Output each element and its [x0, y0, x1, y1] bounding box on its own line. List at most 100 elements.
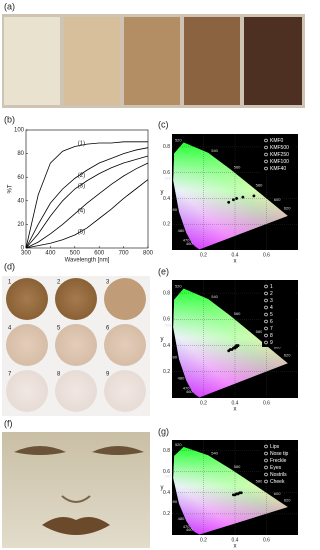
y-tick-label: 0.8 [163, 144, 170, 150]
line [25, 179, 149, 249]
sample-strip [4, 17, 60, 105]
legend-marker [264, 152, 268, 157]
wavelength-label: 580 [256, 182, 263, 187]
curve-label: (5) [78, 230, 85, 236]
line [25, 162, 149, 249]
panel-label: (g) [158, 426, 169, 436]
sample-number: 3 [106, 280, 110, 286]
sample-number: 8 [57, 372, 61, 378]
legend-marker [264, 479, 268, 484]
x-tick-label: 0.2 [200, 537, 207, 543]
sample-number: 5 [57, 326, 61, 332]
gamut-shade [173, 142, 288, 250]
point [227, 200, 231, 204]
eye [14, 446, 66, 455]
sample-disc [6, 278, 48, 320]
y-axis-label: y [161, 190, 164, 196]
wavelength-label: 460 [186, 527, 193, 532]
legend-label: KMF500 [270, 145, 289, 151]
wavelength-label: 600 [274, 491, 281, 496]
legend-label: 8 [270, 333, 273, 339]
sample-strip [124, 17, 180, 105]
wavelength-label: 520 [175, 284, 182, 289]
legend-marker [264, 298, 268, 303]
legend-marker [264, 312, 268, 317]
panel-label: (e) [158, 266, 169, 276]
wavelength-label: 500 [165, 323, 172, 328]
legend-marker [264, 465, 268, 470]
wavelength-label: 540 [211, 148, 218, 153]
sample-number: 4 [8, 326, 12, 332]
sample-number: 2 [57, 280, 61, 286]
legend-label: Cheek [270, 479, 285, 485]
sample-disc [6, 324, 48, 366]
sample-number: 7 [8, 372, 12, 378]
legend-label: KMF0 [270, 138, 284, 144]
y-tick-label: 100 [14, 128, 25, 134]
wavelength-label: 480 [178, 516, 185, 521]
legend-label: Nose tip [270, 451, 289, 457]
legend-label: KMF40 [270, 166, 286, 172]
sample-disc [6, 370, 48, 412]
wavelength-label: 490 [170, 499, 177, 504]
wavelength-label: 480 [178, 376, 185, 381]
legend-marker [264, 138, 268, 143]
legend-label: 7 [270, 326, 273, 332]
x-axis-label: x [234, 407, 237, 413]
x-tick-label: 300 [21, 251, 32, 257]
legend-label: Lips [270, 444, 280, 450]
x-tick-label: 0.2 [200, 252, 207, 258]
y-tick-label: 0.4 [163, 490, 170, 496]
y-tick-label: 0.6 [163, 317, 170, 323]
wavelength-label: 460 [186, 241, 193, 246]
legend-label: 5 [270, 312, 273, 318]
legend-marker [264, 305, 268, 310]
x-tick-label: 0.4 [232, 252, 239, 258]
y-tick-label: 0.6 [163, 170, 170, 176]
y-tick-label: 0.2 [163, 222, 170, 228]
x-tick-label: 0.6 [263, 400, 270, 406]
lips [42, 516, 110, 535]
line [25, 141, 148, 249]
sample-disc [104, 370, 146, 412]
curve-label: (1) [78, 141, 85, 147]
wavelength-label: 580 [256, 479, 263, 484]
legend-label: Freckle [270, 458, 287, 464]
sample-number: 1 [8, 280, 12, 286]
wavelength-label: 480 [178, 228, 185, 233]
x-tick-label: 700 [119, 251, 130, 257]
legend-label: 2 [270, 291, 273, 297]
legend-marker [264, 333, 268, 338]
point [238, 491, 242, 495]
x-axis-label: Wavelength [nm] [65, 258, 110, 264]
legend-marker [264, 159, 268, 164]
gamut-shade [173, 288, 288, 398]
panel-label: (f) [4, 418, 13, 428]
wavelength-label: 460 [186, 389, 193, 394]
y-tick-label: 80 [17, 151, 24, 157]
legend-label: 9 [270, 340, 273, 346]
sample-disc [104, 324, 146, 366]
curve-label: (4) [78, 208, 85, 214]
x-tick-label: 0.4 [232, 400, 239, 406]
x-axis-label: x [234, 259, 237, 265]
legend-label: 1 [270, 284, 273, 290]
legend-marker [264, 166, 268, 171]
legend-marker [264, 319, 268, 324]
panel-label: (c) [158, 119, 169, 129]
sample-strip [64, 17, 120, 105]
sample-disc [104, 278, 146, 320]
x-tick-label: 0.6 [263, 252, 270, 258]
wavelength-label: 560 [234, 311, 241, 316]
wavelength-label: 620 [284, 353, 291, 358]
legend-marker [264, 458, 268, 463]
panel-label: (a) [4, 1, 15, 11]
wavelength-label: 560 [234, 464, 241, 469]
x-tick-label: 0.2 [200, 400, 207, 406]
x-tick-label: 800 [143, 251, 154, 257]
wavelength-label: 520 [175, 138, 182, 143]
y-tick-label: 0.2 [163, 511, 170, 517]
wavelength-label: 580 [256, 329, 263, 334]
y-tick-label: 60 [17, 175, 24, 181]
